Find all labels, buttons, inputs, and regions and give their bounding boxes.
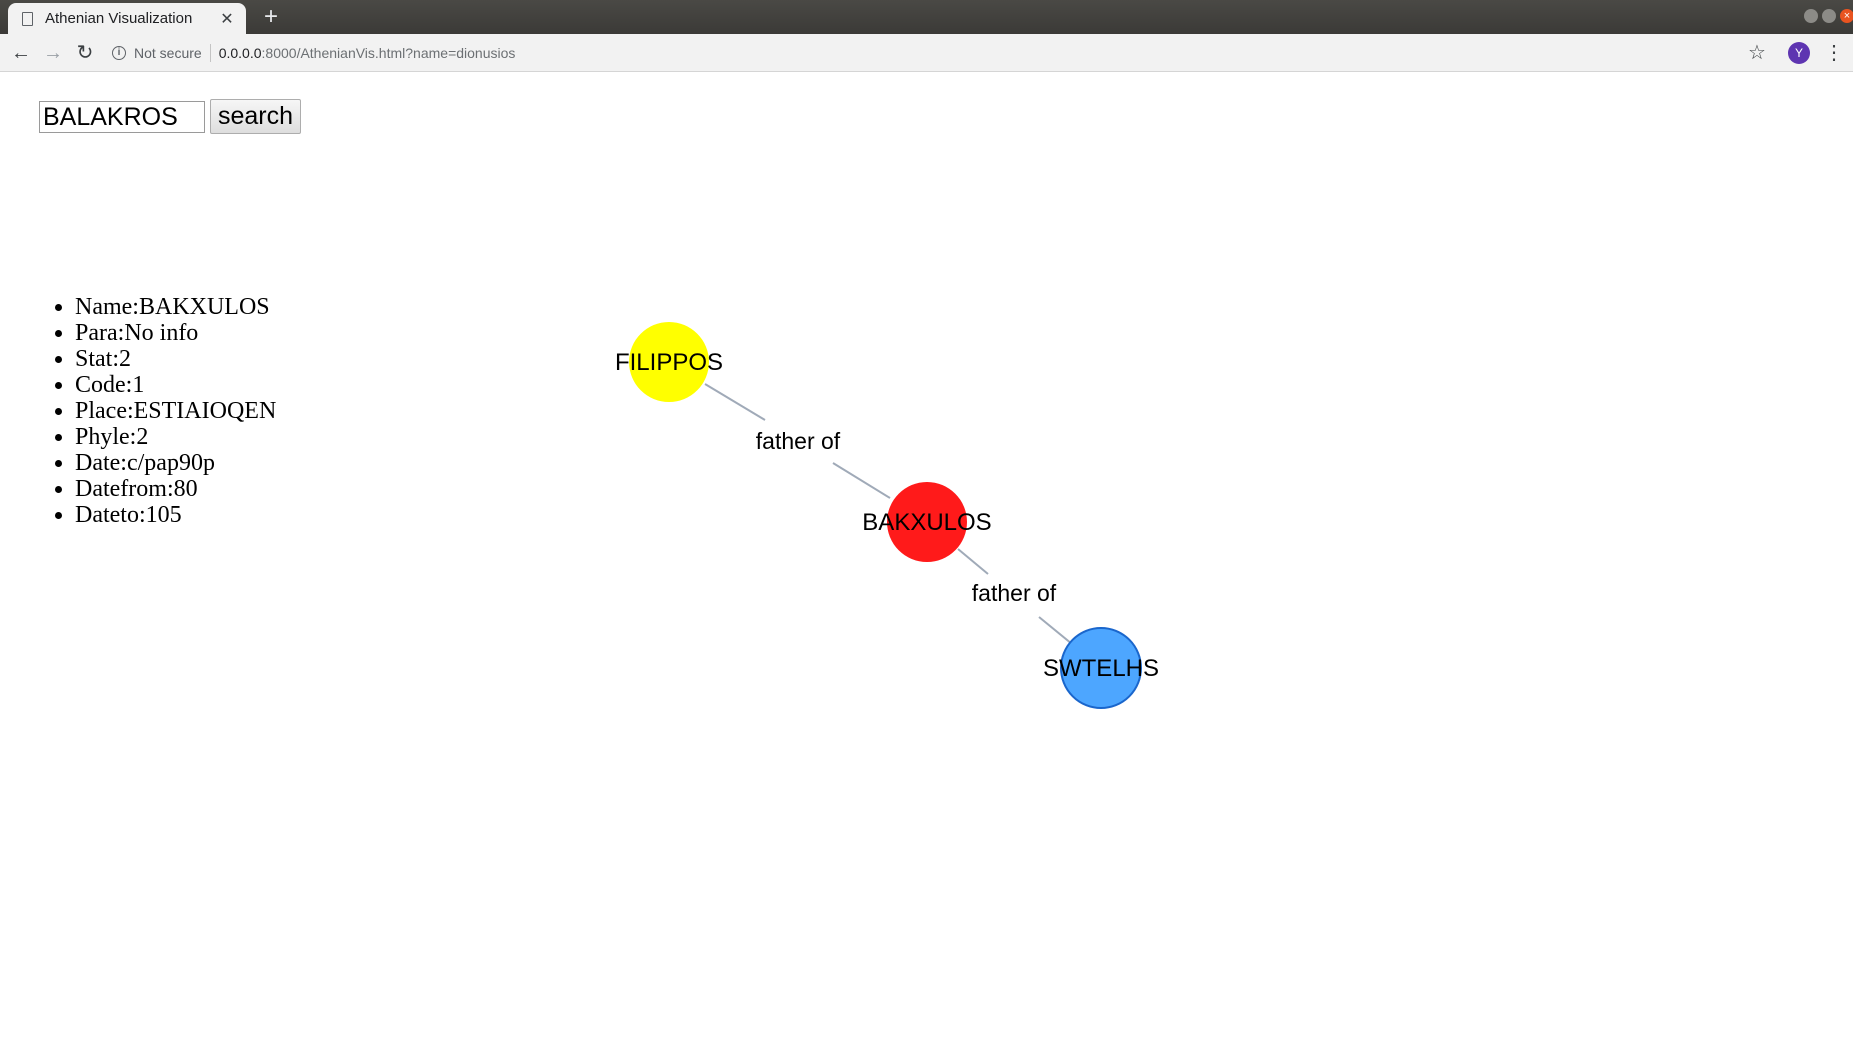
page-icon (22, 11, 33, 26)
window-maximize-button[interactable] (1822, 9, 1836, 23)
url-path: :8000/AthenianVis.html?name=dionusios (261, 45, 516, 61)
edge-label: father of (756, 428, 841, 454)
info-item-phyle: Phyle:2 (75, 424, 276, 450)
person-info-list: Name:BAKXULOS Para:No info Stat:2 Code:1… (45, 294, 276, 528)
security-label: Not secure (134, 45, 202, 61)
graph-node[interactable] (1060, 627, 1142, 709)
info-item-dateto: Dateto:105 (75, 502, 276, 528)
info-item-date: Date:c/pap90p (75, 450, 276, 476)
address-divider (209, 44, 211, 62)
graph-node[interactable] (887, 482, 967, 562)
info-icon[interactable]: i (112, 46, 126, 60)
url-host: 0.0.0.0 (218, 45, 262, 61)
browser-toolbar: ← → ↻ i Not secure 0.0.0.0:8000/Athenian… (0, 34, 1853, 72)
forward-arrow-icon[interactable]: → (43, 42, 63, 64)
bookmark-star-icon[interactable]: ☆ (1748, 42, 1766, 64)
reload-icon[interactable]: ↻ (76, 42, 94, 64)
address-bar[interactable]: i Not secure 0.0.0.0:8000/AthenianVis.ht… (112, 39, 515, 67)
browser-tabstrip: Athenian Visualization ✕ + × (0, 0, 1853, 34)
new-tab-button[interactable]: + (263, 3, 278, 30)
edge-line (704, 383, 766, 421)
tab-title: Athenian Visualization (45, 10, 193, 27)
info-item-datefrom: Datefrom:80 (75, 476, 276, 502)
search-input[interactable] (39, 101, 205, 133)
info-item-para: Para:No info (75, 320, 276, 346)
edge-line (957, 548, 989, 575)
back-arrow-icon[interactable]: ← (11, 42, 31, 64)
window-close-button[interactable]: × (1840, 9, 1853, 23)
info-item-place: Place:ESTIAIOQEN (75, 398, 276, 424)
edge-line (1038, 616, 1073, 645)
graph-node[interactable] (629, 322, 709, 402)
node-label: FILIPPOS (615, 349, 723, 376)
edge-line (832, 462, 891, 499)
node-label: SWTELHS (1043, 655, 1159, 682)
info-item-name: Name:BAKXULOS (75, 294, 276, 320)
profile-avatar[interactable]: Y (1788, 42, 1810, 64)
tab-close-icon[interactable]: ✕ (220, 10, 234, 28)
edge-label: father of (972, 580, 1057, 606)
browser-menu-icon[interactable]: ⋮ (1824, 42, 1844, 64)
search-button[interactable]: search (210, 99, 301, 134)
browser-tab[interactable]: Athenian Visualization ✕ (8, 3, 246, 34)
node-label: BAKXULOS (862, 509, 991, 536)
window-minimize-button[interactable] (1804, 9, 1818, 23)
info-item-code: Code:1 (75, 372, 276, 398)
info-item-stat: Stat:2 (75, 346, 276, 372)
